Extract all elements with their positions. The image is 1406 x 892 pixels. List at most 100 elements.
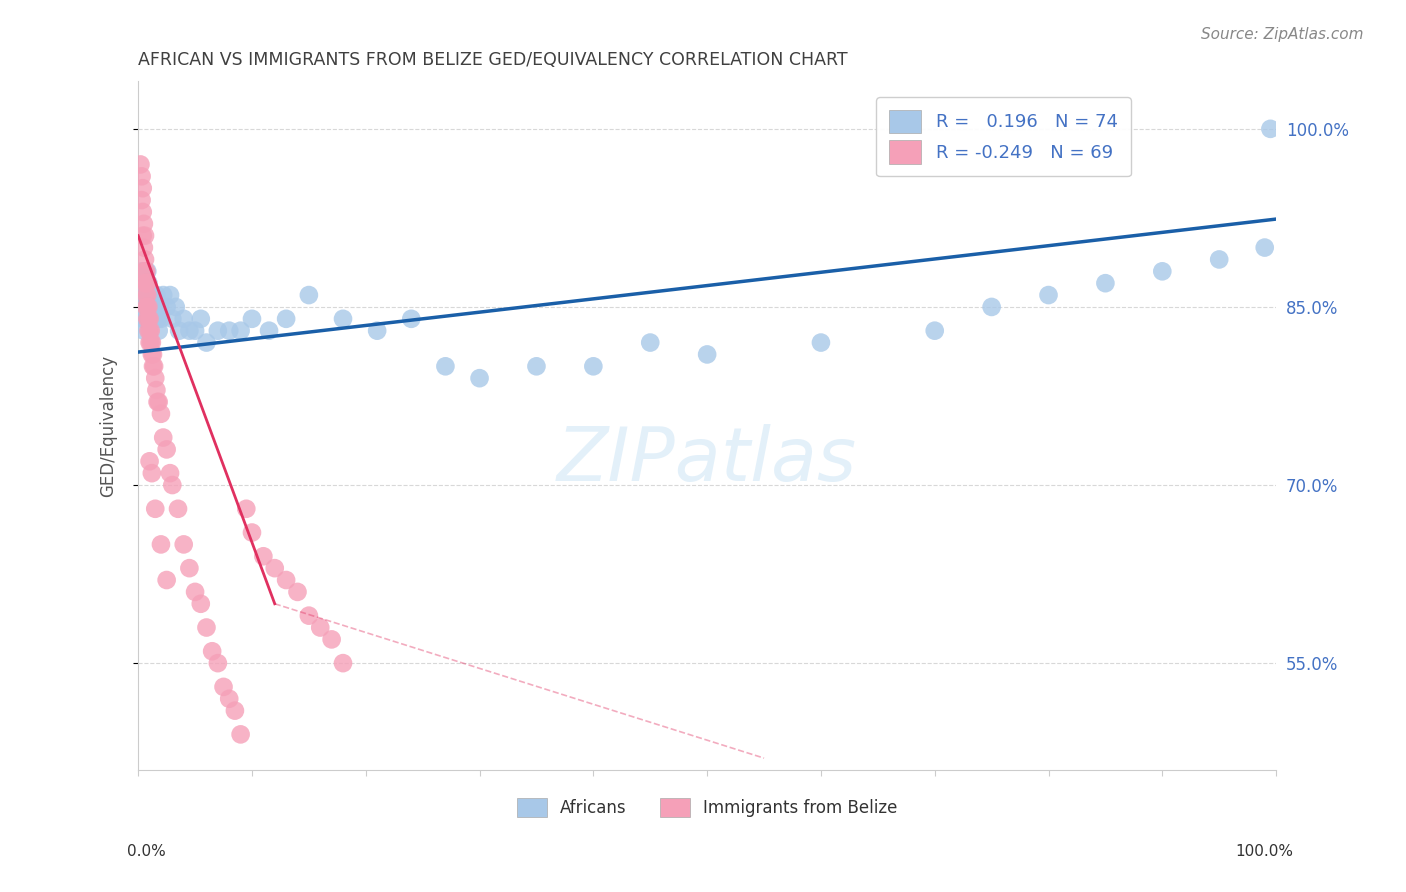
- Point: [184, 324, 207, 338]
- Point: [1152, 264, 1174, 278]
- Point: [132, 276, 155, 290]
- Point: [159, 288, 181, 302]
- Point: [207, 324, 229, 338]
- Point: [136, 276, 159, 290]
- Point: [156, 442, 179, 457]
- Point: [141, 466, 163, 480]
- Point: [179, 324, 201, 338]
- Point: [136, 288, 159, 302]
- Point: [134, 252, 156, 267]
- Point: [141, 311, 163, 326]
- Point: [162, 478, 184, 492]
- Point: [229, 727, 252, 741]
- Point: [152, 288, 174, 302]
- Point: [190, 597, 212, 611]
- Point: [143, 501, 166, 516]
- Point: [132, 264, 155, 278]
- Point: [212, 680, 235, 694]
- Point: [134, 311, 156, 326]
- Point: [139, 335, 162, 350]
- Point: [298, 288, 321, 302]
- Point: [366, 324, 388, 338]
- Point: [195, 620, 218, 634]
- Point: [201, 644, 224, 658]
- Point: [162, 311, 184, 326]
- Point: [240, 311, 263, 326]
- Point: [240, 525, 263, 540]
- Point: [142, 347, 165, 361]
- Point: [132, 300, 155, 314]
- Point: [148, 395, 170, 409]
- Point: [135, 300, 157, 314]
- Point: [134, 264, 156, 278]
- Point: [142, 300, 165, 314]
- Point: [132, 311, 155, 326]
- Point: [145, 288, 167, 302]
- Point: [135, 276, 157, 290]
- Point: [135, 288, 157, 302]
- Point: [526, 359, 548, 374]
- Point: [145, 383, 167, 397]
- Point: [924, 324, 946, 338]
- Point: [190, 311, 212, 326]
- Point: [142, 288, 165, 302]
- Point: [139, 324, 162, 338]
- Point: [218, 324, 240, 338]
- Point: [218, 691, 240, 706]
- Point: [136, 300, 159, 314]
- Point: [138, 288, 160, 302]
- Point: [146, 311, 169, 326]
- Point: [401, 311, 423, 326]
- Point: [321, 632, 343, 647]
- Point: [638, 335, 661, 350]
- Text: ZIPatlas: ZIPatlas: [557, 424, 858, 496]
- Point: [229, 324, 252, 338]
- Point: [298, 608, 321, 623]
- Point: [143, 300, 166, 314]
- Point: [131, 300, 153, 314]
- Text: AFRICAN VS IMMIGRANTS FROM BELIZE GED/EQUIVALENCY CORRELATION CHART: AFRICAN VS IMMIGRANTS FROM BELIZE GED/EQ…: [138, 51, 848, 69]
- Point: [309, 620, 332, 634]
- Point: [156, 573, 179, 587]
- Point: [207, 656, 229, 670]
- Point: [148, 324, 170, 338]
- Point: [582, 359, 605, 374]
- Point: [136, 264, 159, 278]
- Point: [143, 359, 166, 374]
- Point: [134, 228, 156, 243]
- Point: [167, 324, 190, 338]
- Point: [135, 276, 157, 290]
- Point: [179, 561, 201, 575]
- Point: [332, 311, 354, 326]
- Legend: Africans, Immigrants from Belize: Africans, Immigrants from Belize: [510, 791, 904, 823]
- Point: [173, 311, 195, 326]
- Point: [1038, 288, 1060, 302]
- Point: [141, 347, 163, 361]
- Point: [129, 157, 152, 171]
- Point: [138, 300, 160, 314]
- Point: [138, 311, 160, 326]
- Point: [146, 395, 169, 409]
- Point: [136, 311, 159, 326]
- Point: [138, 324, 160, 338]
- Point: [149, 311, 172, 326]
- Point: [138, 311, 160, 326]
- Point: [149, 537, 172, 551]
- Point: [132, 217, 155, 231]
- Point: [332, 656, 354, 670]
- Point: [136, 300, 159, 314]
- Point: [1254, 241, 1277, 255]
- Point: [149, 407, 172, 421]
- Point: [132, 205, 155, 219]
- Point: [138, 300, 160, 314]
- Point: [1260, 121, 1282, 136]
- Point: [159, 466, 181, 480]
- Point: [184, 585, 207, 599]
- Point: [165, 300, 187, 314]
- Point: [468, 371, 491, 385]
- Point: [132, 288, 155, 302]
- Point: [138, 300, 160, 314]
- Point: [224, 704, 246, 718]
- Point: [134, 288, 156, 302]
- Point: [139, 288, 162, 302]
